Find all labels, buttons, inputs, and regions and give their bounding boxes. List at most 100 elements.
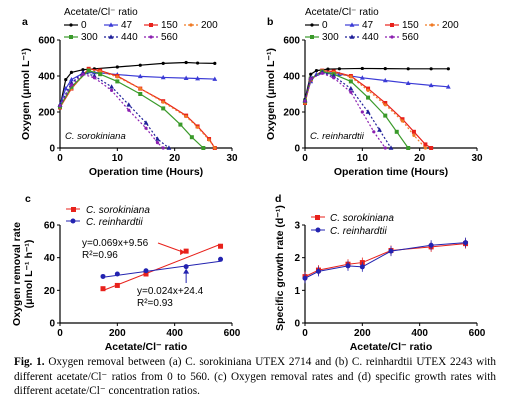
b-series-0-point (309, 72, 313, 76)
a-panel-letter: a (22, 16, 28, 28)
a-x-tick-label: 10 (112, 153, 124, 164)
d-data-point-reinhardtii (302, 275, 308, 281)
a-series-0-point (161, 61, 165, 65)
a-series-300-point (115, 79, 120, 84)
b-series-150-point (423, 142, 428, 147)
b-series-0-point (337, 67, 341, 71)
c-data-point-sorokiniana (183, 248, 189, 254)
b-series-150-point (383, 101, 388, 105)
a-series-440-point (80, 69, 86, 75)
d-series-line-0 (304, 243, 466, 278)
a-legend-label-0: 0 (81, 20, 87, 31)
a-series-200-point (138, 87, 142, 91)
a-legend-marker-560 (149, 35, 153, 39)
a-x-axis-title: Operation time (Hours) (89, 166, 203, 178)
a-series-440-point (143, 120, 149, 125)
d-data-point-reinhardtii (463, 240, 469, 246)
b-series-300-point (394, 129, 399, 134)
c-fit-equation-0: y=0.069x+9.56 (82, 238, 149, 249)
b-series-0-point (360, 66, 364, 71)
d-data-point-reinhardtii (315, 268, 321, 274)
b-series-47-point (382, 77, 388, 83)
b-legend-label-0: 0 (322, 20, 328, 31)
a-series-200-point (196, 125, 200, 129)
b-series-440-point (388, 145, 394, 150)
a-series-440-point (92, 73, 97, 78)
b-series-560-point (372, 130, 376, 134)
a-series-560-point (69, 83, 74, 87)
b-series-150-point (411, 129, 416, 134)
b-series-300-point (366, 95, 371, 100)
a-legend-label-47: 47 (121, 20, 133, 31)
b-legend-label-440: 440 (362, 32, 379, 43)
b-series-150-point (429, 146, 434, 150)
d-legend-marker-sorokiniana (315, 215, 320, 220)
b-series-300-point (406, 146, 411, 150)
a-series-300-point (178, 122, 183, 127)
d-y-axis-title: Specific growth rate (d⁻¹) (274, 205, 286, 331)
a-series-0-point (138, 63, 142, 67)
a-x-tick-label: 0 (57, 153, 63, 164)
c-data-point-sorokiniana (143, 271, 149, 277)
a-series-47-point (183, 75, 189, 80)
panel-c: c 0 200 400 600 0 20 40 60 Acetate/Cl⁻ ratio Oxyge… (11, 193, 241, 353)
b-series-560-point (320, 71, 324, 75)
a-series-0-point (213, 61, 217, 65)
b-series-47-point (359, 75, 365, 80)
b-series-0-point (429, 67, 433, 71)
d-x-tick-label: 400 (411, 328, 428, 339)
a-series-300-point (201, 146, 206, 150)
c-x-axis-title: Acetate/Cl⁻ ratio (105, 341, 188, 353)
d-data-point-reinhardtii (388, 248, 394, 254)
b-series-200-line (304, 70, 426, 149)
c-data-point-reinhardtii (218, 256, 224, 262)
a-legend-label-560: 560 (161, 32, 178, 43)
a-series-560-point (127, 108, 131, 112)
a-series-300-point (86, 68, 91, 73)
b-x-axis-title: Operation time (Hours) (334, 166, 448, 178)
a-series-0-point (69, 70, 74, 74)
a-series-0-point (64, 78, 68, 82)
b-series-0-line (304, 67, 449, 100)
b-series-560-point (360, 110, 364, 114)
a-legend-label-150: 150 (161, 20, 178, 31)
b-series-0-point (446, 67, 450, 71)
a-y-tick-label: 600 (38, 36, 55, 47)
a-y-axis-title: Oxygen (μmol L⁻¹) (20, 48, 32, 140)
a-x-tick-label: 30 (226, 153, 238, 164)
b-series-440-point (331, 73, 337, 78)
d-x-tick-label: 600 (469, 328, 486, 339)
a-series-560-point (144, 126, 148, 130)
a-series-0-point (196, 61, 200, 65)
d-y-tick-label: 1 (294, 286, 300, 297)
c-x-tick-label: 0 (57, 328, 63, 339)
d-data-point-reinhardtii (359, 264, 365, 270)
d-legend-label-reinhardtii: C. reinhardtii (330, 226, 387, 237)
a-series-0-point (115, 65, 119, 69)
c-data-point-sorokiniana (100, 286, 106, 292)
b-series-0-point (314, 69, 319, 73)
b-legend-marker-440 (349, 34, 355, 39)
b-series-200-point (383, 103, 387, 107)
c-y-tick-label: 60 (44, 221, 56, 232)
c-data-point-sorokiniana (114, 282, 120, 288)
c-legend-label-sorokiniana: C. sorokiniana (86, 205, 150, 216)
b-series-200-point (423, 146, 427, 150)
c-data-point-reinhardtii (183, 264, 189, 270)
a-legend-marker-47 (108, 22, 114, 27)
a-series-47-line (59, 71, 215, 106)
a-series-300-point (138, 92, 143, 96)
a-species-label: C. sorokiniana (65, 131, 126, 142)
a-series-200-point (207, 138, 211, 142)
d-legend-marker-reinhardtii (315, 227, 321, 233)
c-fit-equation-1: y=0.024x+24.4 (137, 286, 204, 297)
c-legend-marker-reinhardtii (70, 218, 76, 224)
a-series-560-point (81, 72, 85, 76)
d-x-axis-title: Acetate/Cl⁻ ratio (350, 341, 433, 353)
c-fit-line-1 (102, 260, 221, 278)
b-series-200-point (366, 88, 370, 92)
d-y-tick-label: 0 (294, 319, 300, 330)
b-legend-marker-0 (310, 23, 314, 27)
